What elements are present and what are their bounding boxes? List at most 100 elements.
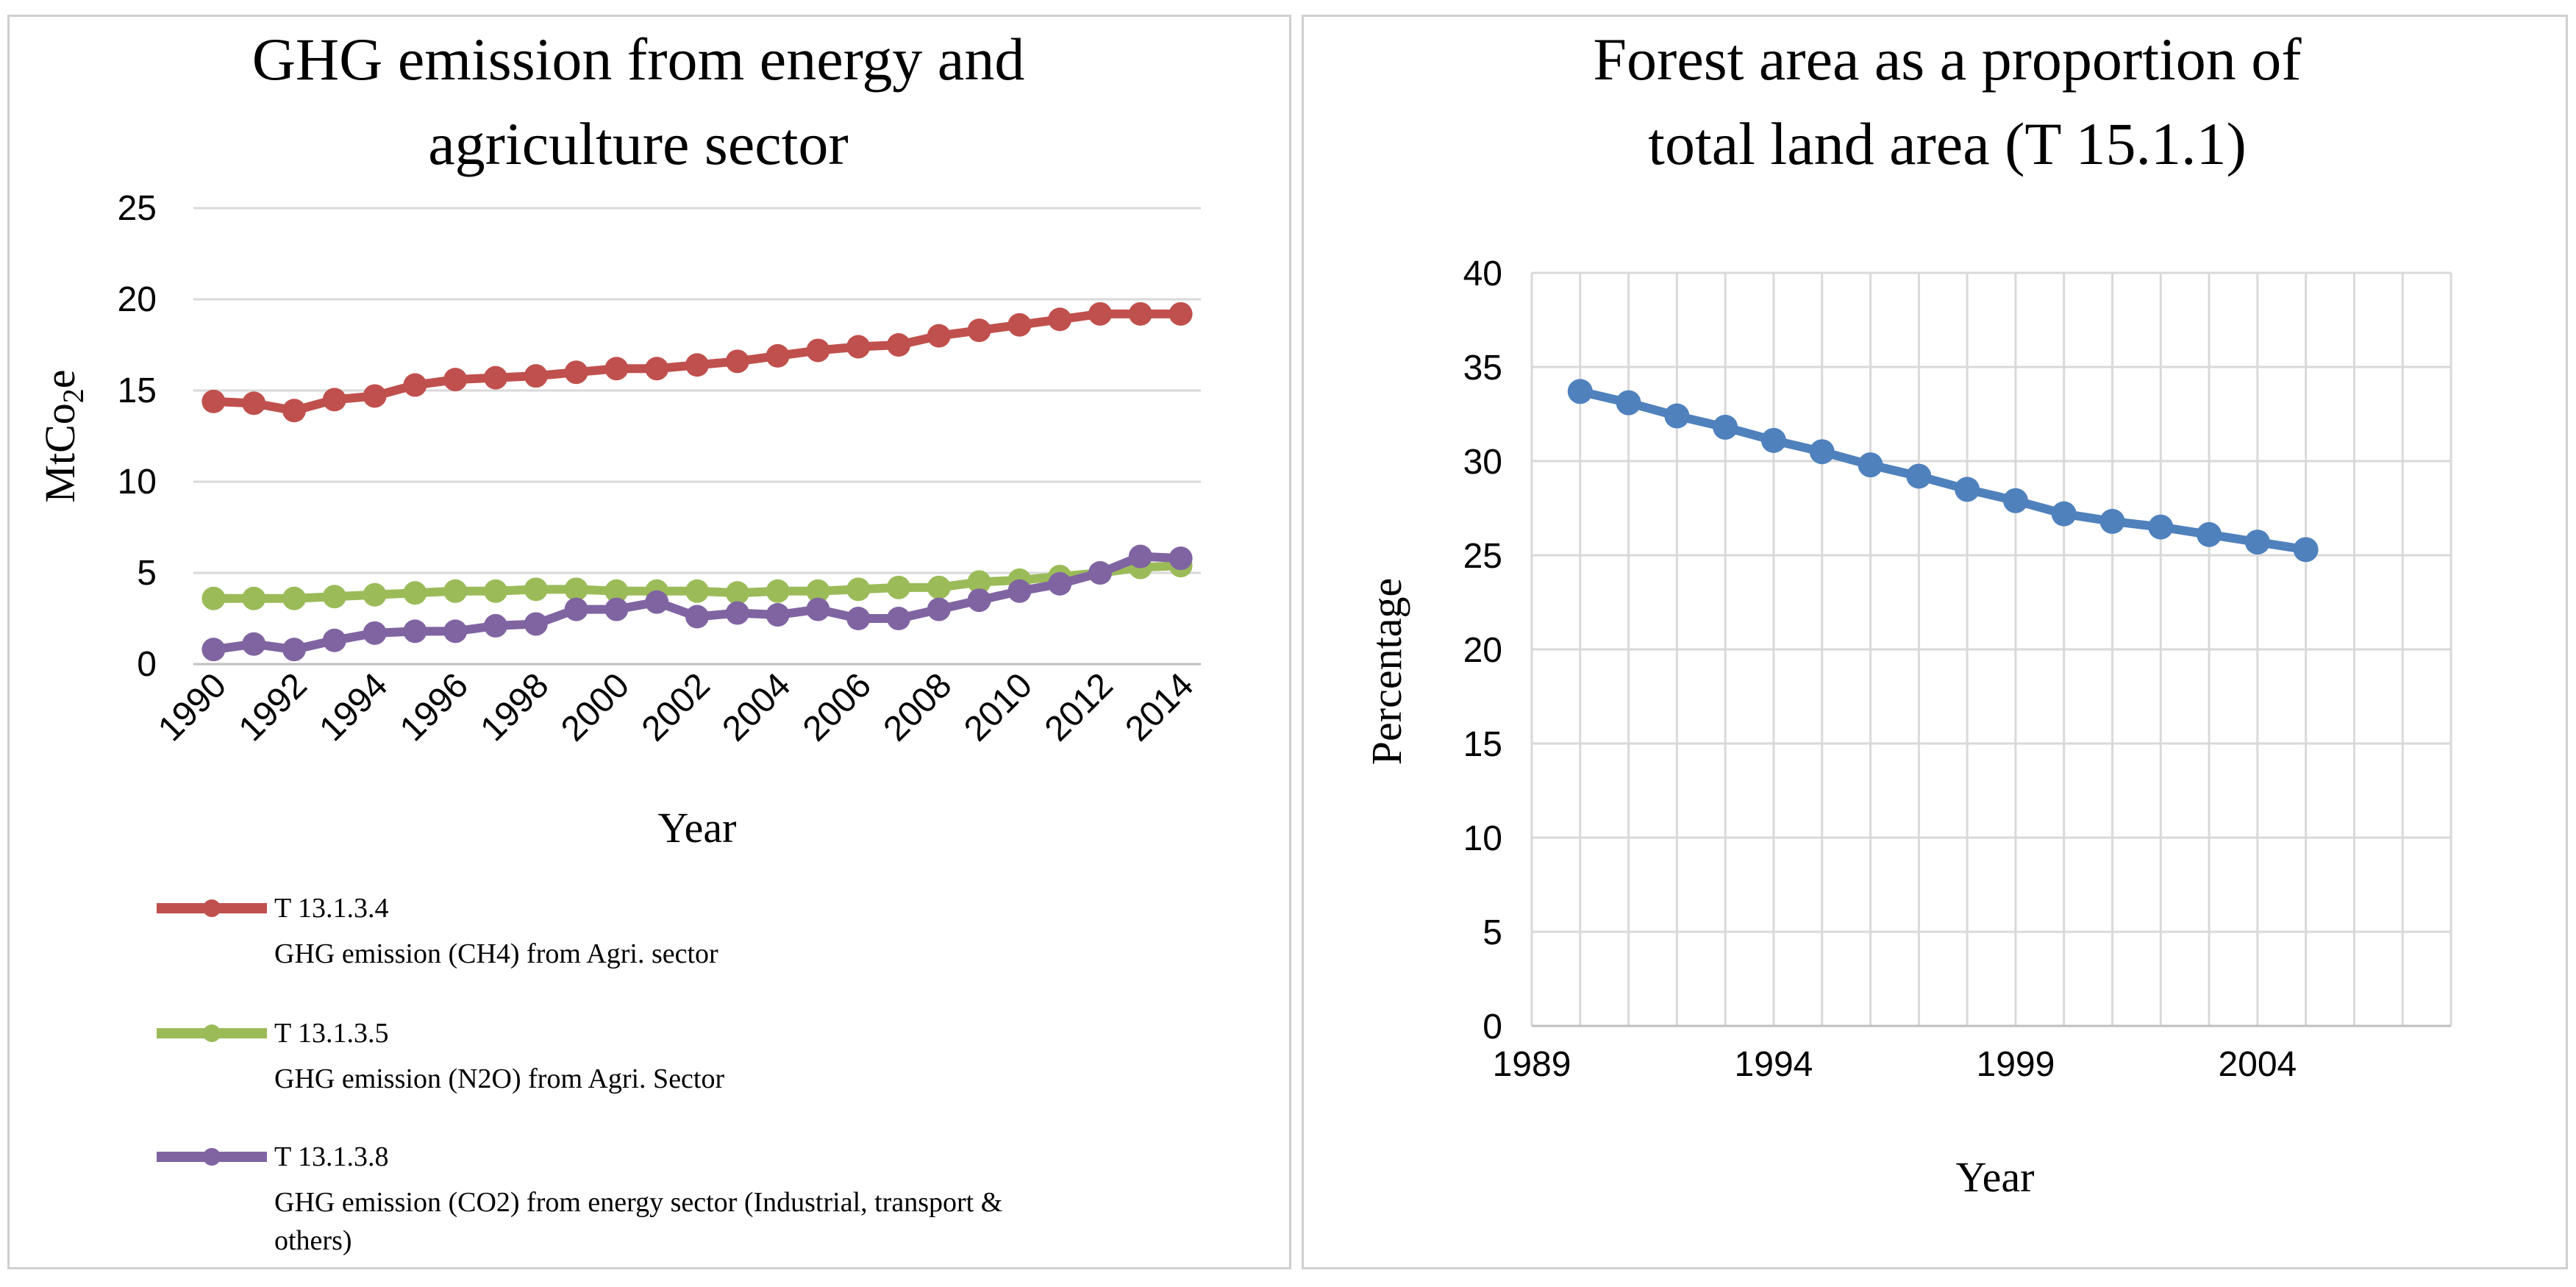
ghg-emission-chart-panel: GHG emission from energy and agriculture… <box>7 15 1291 1269</box>
data-point <box>1128 544 1152 568</box>
data-point <box>322 388 346 412</box>
data-point <box>484 579 507 603</box>
data-point <box>363 582 387 607</box>
data-point <box>725 601 749 625</box>
legend-label-ch4: GHG emission (CH4) from Agri. sector <box>274 938 718 969</box>
series-2 <box>201 544 1193 662</box>
x-tick-label: 2002 <box>635 666 718 749</box>
data-point <box>1128 302 1152 326</box>
data-point <box>887 575 910 599</box>
gridlines <box>193 207 1201 666</box>
data-point <box>524 612 548 636</box>
forest-area-chart: Forest area as a proportion of total lan… <box>1363 26 2452 1201</box>
legend-item-ch4: T 13.1.3.4 GHG emission (CH4) from Agri.… <box>157 893 718 969</box>
chart-title-line-1: GHG emission from energy and <box>252 26 1025 93</box>
data-point <box>484 613 507 638</box>
data-point <box>1048 571 1072 596</box>
x-axis-ticks: 1989 1994 1999 2004 <box>1493 1045 2297 1084</box>
data-point <box>2293 537 2319 563</box>
data-point <box>201 389 226 413</box>
legend-label-co2-line2: others) <box>274 1225 352 1256</box>
x-tick-label: 1999 <box>1977 1045 2055 1084</box>
data-point <box>927 324 951 348</box>
y-tick-label: 5 <box>137 554 157 593</box>
series-line <box>213 552 1181 655</box>
data-point <box>282 586 306 610</box>
data-point <box>564 360 588 385</box>
gridlines <box>1530 271 2452 1027</box>
x-tick-label: 1996 <box>393 666 476 749</box>
y-tick-label: 35 <box>1463 349 1502 388</box>
data-point <box>363 384 387 408</box>
y-tick-label: 20 <box>1463 631 1502 670</box>
data-point <box>806 338 830 363</box>
series-layer <box>1567 379 2319 563</box>
data-point <box>564 597 588 621</box>
data-point <box>282 399 306 423</box>
data-point <box>846 335 871 359</box>
legend-code-co2: T 13.1.3.8 <box>274 1141 389 1172</box>
data-point <box>403 619 427 644</box>
x-tick-label: 2010 <box>957 666 1040 749</box>
data-point <box>524 577 548 602</box>
data-point <box>725 581 749 605</box>
x-tick-label: 2004 <box>2218 1045 2297 1084</box>
data-point <box>1713 414 1738 440</box>
forest-area-chart-panel: Forest area as a proportion of total lan… <box>1302 15 2568 1269</box>
chart-title-line-2: agriculture sector <box>428 110 848 177</box>
x-tick-label: 2014 <box>1118 666 1201 749</box>
legend-item-n2o: T 13.1.3.5 GHG emission (N2O) from Agri.… <box>157 1018 724 1094</box>
data-point <box>725 349 749 374</box>
data-point <box>524 364 548 388</box>
data-point <box>1169 546 1193 571</box>
data-point <box>604 579 629 603</box>
data-point <box>887 333 910 357</box>
data-point <box>1616 390 1641 416</box>
data-point <box>967 588 991 613</box>
x-tick-label: 2004 <box>715 666 798 749</box>
y-axis-ticks: 0 5 10 15 20 25 30 35 40 <box>1463 254 1502 1047</box>
y-tick-label: 5 <box>1483 913 1502 952</box>
data-point <box>1088 302 1112 326</box>
data-point <box>846 607 871 630</box>
data-point <box>766 603 790 627</box>
x-tick-label: 2008 <box>877 666 960 749</box>
legend-label-n2o: GHG emission (N2O) from Agri. Sector <box>274 1063 724 1094</box>
data-point <box>927 597 951 621</box>
data-point <box>201 586 226 610</box>
data-point <box>1567 379 1593 404</box>
data-point <box>363 621 387 645</box>
x-axis-ticks: 1990199219941996199820002002200420062008… <box>151 666 1201 749</box>
x-tick-label: 2006 <box>796 666 879 749</box>
data-point <box>2051 501 2077 527</box>
y-tick-label: 40 <box>1463 254 1502 293</box>
data-point <box>242 391 266 416</box>
data-point <box>604 357 629 381</box>
x-tick-label: 2000 <box>554 666 637 749</box>
legend-code-n2o: T 13.1.3.5 <box>274 1018 389 1049</box>
data-point <box>1048 307 1072 332</box>
y-axis-label: Percentage <box>1363 578 1410 765</box>
chart-title-line-1: Forest area as a proportion of <box>1593 26 2302 93</box>
data-point <box>1858 452 1883 478</box>
legend-marker-n2o <box>203 1024 221 1042</box>
x-tick-label: 1992 <box>232 666 315 749</box>
data-point <box>1088 561 1112 585</box>
data-point <box>645 357 669 381</box>
y-tick-label: 10 <box>1463 819 1502 858</box>
data-point <box>967 318 991 343</box>
x-axis-label: Year <box>1956 1153 2035 1201</box>
y-axis-label: MtCo2e <box>36 369 90 502</box>
y-tick-label: 30 <box>1463 443 1502 482</box>
data-point <box>242 586 266 610</box>
data-point <box>685 579 709 603</box>
legend-item-co2: T 13.1.3.8 GHG emission (CO2) from energ… <box>157 1141 1002 1256</box>
y-axis-label-main: MtCo <box>36 403 84 502</box>
data-point <box>443 579 468 603</box>
y-tick-label: 15 <box>1463 725 1502 764</box>
data-point <box>1664 403 1690 429</box>
y-tick-label: 20 <box>118 280 157 319</box>
y-tick-label: 0 <box>137 645 157 684</box>
data-point <box>2148 514 2174 540</box>
legend-marker-ch4 <box>203 899 221 917</box>
